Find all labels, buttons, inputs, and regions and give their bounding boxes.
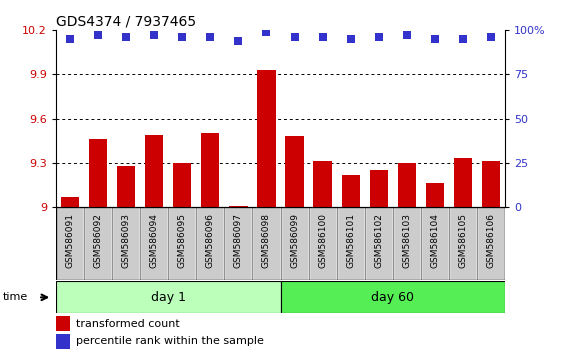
- Bar: [252, 207, 280, 280]
- Bar: [477, 207, 505, 280]
- Text: GSM586100: GSM586100: [318, 213, 327, 268]
- Bar: [482, 161, 500, 207]
- Point: [374, 34, 383, 40]
- Text: GSM586096: GSM586096: [206, 213, 215, 268]
- Bar: [426, 183, 444, 207]
- Point: [318, 34, 327, 40]
- Bar: [337, 207, 365, 280]
- Bar: [61, 197, 79, 207]
- Bar: [342, 175, 360, 207]
- Bar: [140, 207, 168, 280]
- Text: GSM586091: GSM586091: [66, 213, 75, 268]
- Bar: [449, 207, 477, 280]
- Text: GSM586095: GSM586095: [178, 213, 187, 268]
- Text: day 1: day 1: [151, 291, 186, 304]
- Bar: [84, 207, 112, 280]
- Bar: [196, 207, 224, 280]
- Bar: [314, 161, 332, 207]
- Point: [66, 36, 75, 42]
- Text: GSM586104: GSM586104: [430, 213, 439, 268]
- Bar: [56, 207, 84, 280]
- Bar: [112, 207, 140, 280]
- Bar: [201, 133, 219, 207]
- Point: [430, 36, 439, 42]
- Bar: [309, 207, 337, 280]
- Point: [234, 38, 243, 44]
- Bar: [56, 316, 70, 331]
- Text: GSM586098: GSM586098: [262, 213, 271, 268]
- Bar: [168, 207, 196, 280]
- Text: GSM586094: GSM586094: [150, 213, 159, 268]
- Text: GSM586099: GSM586099: [290, 213, 299, 268]
- Bar: [337, 207, 365, 280]
- Bar: [286, 136, 304, 207]
- Bar: [224, 207, 252, 280]
- Bar: [370, 170, 388, 207]
- Bar: [365, 207, 393, 280]
- Bar: [454, 158, 472, 207]
- Bar: [140, 207, 168, 280]
- Text: percentile rank within the sample: percentile rank within the sample: [76, 336, 264, 346]
- Bar: [309, 207, 337, 280]
- Bar: [56, 281, 280, 313]
- Bar: [421, 207, 449, 280]
- Point: [290, 34, 299, 40]
- Text: GSM586101: GSM586101: [346, 213, 355, 268]
- Point: [402, 33, 411, 38]
- Point: [262, 29, 271, 35]
- Bar: [117, 166, 135, 207]
- Text: GSM586102: GSM586102: [374, 213, 383, 268]
- Point: [486, 34, 495, 40]
- Bar: [56, 207, 84, 280]
- Bar: [173, 163, 191, 207]
- Point: [458, 36, 467, 42]
- Bar: [280, 207, 309, 280]
- Point: [346, 36, 355, 42]
- Bar: [196, 207, 224, 280]
- Text: time: time: [3, 292, 28, 302]
- Bar: [449, 207, 477, 280]
- Point: [206, 34, 215, 40]
- Bar: [112, 207, 140, 280]
- Point: [94, 33, 103, 38]
- Bar: [398, 163, 416, 207]
- Text: GSM586097: GSM586097: [234, 213, 243, 268]
- Point: [122, 34, 131, 40]
- Text: GSM586106: GSM586106: [486, 213, 495, 268]
- Point: [178, 34, 187, 40]
- Text: GDS4374 / 7937465: GDS4374 / 7937465: [56, 14, 196, 28]
- Text: GSM586092: GSM586092: [94, 213, 103, 268]
- Bar: [252, 207, 280, 280]
- Bar: [280, 207, 309, 280]
- Bar: [365, 207, 393, 280]
- Bar: [168, 207, 196, 280]
- Bar: [229, 206, 247, 207]
- Bar: [56, 334, 70, 349]
- Bar: [280, 281, 505, 313]
- Bar: [89, 139, 107, 207]
- Text: GSM586093: GSM586093: [122, 213, 131, 268]
- Bar: [145, 135, 163, 207]
- Text: day 60: day 60: [371, 291, 414, 304]
- Text: GSM586103: GSM586103: [402, 213, 411, 268]
- Point: [150, 33, 159, 38]
- Bar: [393, 207, 421, 280]
- Bar: [393, 207, 421, 280]
- Text: transformed count: transformed count: [76, 319, 180, 329]
- Text: GSM586105: GSM586105: [458, 213, 467, 268]
- Bar: [84, 207, 112, 280]
- Bar: [421, 207, 449, 280]
- Bar: [477, 207, 505, 280]
- Bar: [257, 70, 275, 207]
- Bar: [224, 207, 252, 280]
